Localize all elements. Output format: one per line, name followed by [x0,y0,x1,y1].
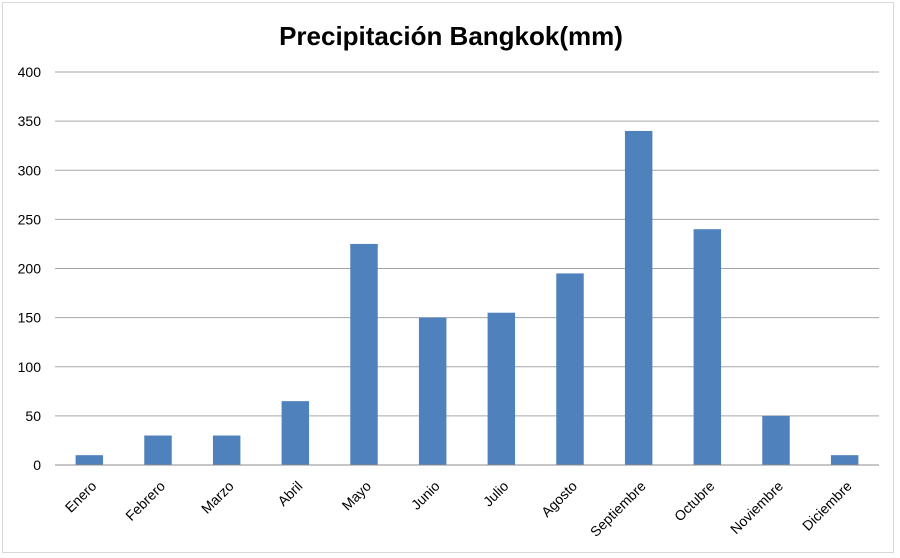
bar-mayo [350,243,378,465]
y-tick-label: 350 [18,113,42,129]
y-tick-label: 50 [25,408,41,424]
bar-junio [418,317,447,465]
x-tick-label: Noviembre [727,478,786,537]
bar-diciembre [830,455,859,465]
bar-chart: Precipitación Bangkok(mm) 0 50 100 150 200 25… [18,21,879,540]
x-tick-label: Septiembre [587,478,649,540]
bar-enero [75,455,104,465]
y-tick-label: 100 [18,359,42,375]
x-tick-label: Agosto [538,478,580,520]
bar-noviembre [762,415,790,465]
chart-frame: Precipitación Bangkok(mm) 0 50 100 150 200 25… [2,2,894,553]
x-tick-label: Diciembre [799,478,855,534]
bar-abril [281,401,310,465]
bar-febrero [144,435,172,465]
y-tick-label: 0 [33,457,41,473]
x-tick-label: Octubre [671,478,718,525]
gridlines [55,71,879,417]
bar-octubre [693,229,722,465]
x-tick-label: Mayo [339,478,375,514]
bar-julio [487,312,516,465]
x-tick-label: Junio [408,478,443,513]
y-tick-label: 200 [18,261,42,277]
y-axis-ticks: 0 50 100 150 200 250 300 350 400 [18,64,42,473]
bar-septiembre [624,130,653,465]
x-axis-ticks: Enero Febrero Marzo Abril Mayo Junio Julio Agos… [62,478,855,540]
x-tick-label: Marzo [198,478,237,517]
y-tick-label: 400 [18,64,42,80]
bar-marzo [212,435,241,465]
x-tick-label: Julio [480,478,512,510]
x-tick-label: Abril [274,478,305,509]
bars [75,130,859,465]
y-tick-label: 250 [18,211,42,227]
y-tick-label: 150 [18,310,42,326]
x-tick-label: Enero [62,478,100,516]
y-tick-label: 300 [18,162,42,178]
chart-title: Precipitación Bangkok(mm) [279,21,623,51]
x-tick-label: Febrero [122,478,168,524]
bar-agosto [556,273,584,465]
